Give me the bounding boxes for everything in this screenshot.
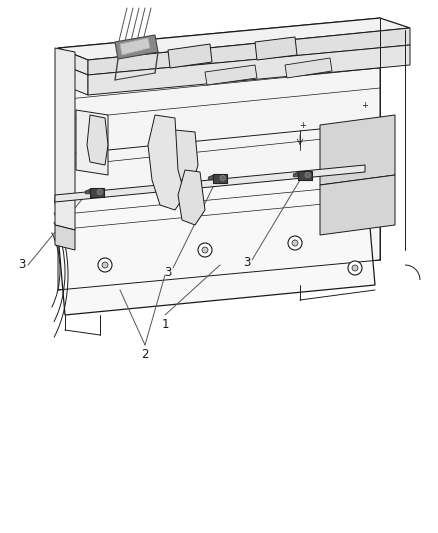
Circle shape xyxy=(220,175,226,181)
Polygon shape xyxy=(76,110,108,175)
Polygon shape xyxy=(320,175,395,235)
Polygon shape xyxy=(58,18,380,290)
Polygon shape xyxy=(293,172,298,177)
Polygon shape xyxy=(148,115,185,210)
Text: 2: 2 xyxy=(141,349,149,361)
Polygon shape xyxy=(120,38,150,55)
Polygon shape xyxy=(213,174,227,182)
Polygon shape xyxy=(298,171,312,180)
Polygon shape xyxy=(58,18,410,60)
Polygon shape xyxy=(115,35,158,59)
Polygon shape xyxy=(208,175,213,180)
Polygon shape xyxy=(55,170,375,315)
Text: 3: 3 xyxy=(244,256,251,270)
Circle shape xyxy=(305,172,311,177)
Polygon shape xyxy=(320,115,395,185)
Polygon shape xyxy=(90,188,104,197)
Circle shape xyxy=(352,265,358,271)
Polygon shape xyxy=(88,28,410,75)
Polygon shape xyxy=(87,115,108,165)
Polygon shape xyxy=(55,225,75,250)
Polygon shape xyxy=(88,45,410,95)
Circle shape xyxy=(348,261,362,275)
Polygon shape xyxy=(55,48,75,230)
Text: +: + xyxy=(300,120,307,130)
Text: 3: 3 xyxy=(164,266,172,279)
Polygon shape xyxy=(178,170,205,225)
Polygon shape xyxy=(58,63,88,95)
Circle shape xyxy=(102,262,108,268)
Polygon shape xyxy=(168,44,212,68)
Text: +: + xyxy=(361,101,368,109)
Polygon shape xyxy=(55,165,365,202)
Circle shape xyxy=(98,258,112,272)
Polygon shape xyxy=(205,65,257,85)
Circle shape xyxy=(292,240,298,246)
Circle shape xyxy=(288,236,302,250)
Polygon shape xyxy=(85,189,90,194)
Polygon shape xyxy=(58,48,88,75)
Circle shape xyxy=(198,243,212,257)
Text: 1: 1 xyxy=(161,319,169,332)
Polygon shape xyxy=(255,37,297,60)
Text: 3: 3 xyxy=(18,259,26,271)
Polygon shape xyxy=(285,58,332,78)
Circle shape xyxy=(97,189,102,195)
Polygon shape xyxy=(172,130,198,182)
Circle shape xyxy=(202,247,208,253)
